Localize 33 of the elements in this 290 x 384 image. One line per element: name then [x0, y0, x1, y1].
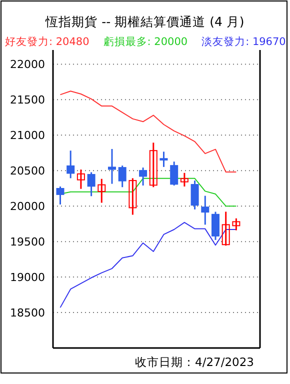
candlestick: [98, 178, 106, 204]
y-tick-label: 20500: [10, 164, 45, 178]
candlestick: [170, 160, 178, 186]
line-series: [60, 222, 237, 308]
candlestick: [56, 186, 64, 206]
y-tick-label: 22000: [10, 58, 45, 72]
y-tick-label: 19500: [10, 236, 45, 249]
candlestick: [139, 166, 148, 186]
candlestick: [118, 164, 126, 188]
candlestick: [211, 211, 220, 241]
line-series: [60, 90, 237, 173]
candlestick: [232, 218, 240, 232]
text: 收市日期：4/27/2023: [135, 355, 254, 369]
candlestick: [128, 177, 137, 216]
candlestick: [222, 210, 230, 246]
chart-title: 恆指期貨 -- 期權結算價通道 (4 月): [44, 14, 244, 29]
candlestick: [87, 172, 96, 197]
y-tick-label: 20000: [10, 200, 45, 214]
y-tick-label: 21000: [10, 129, 45, 142]
y-tick-label: 21500: [10, 94, 45, 107]
candlestick: [149, 142, 158, 188]
candlestick: [180, 172, 188, 188]
text: 淡友發力: 19670: [202, 35, 286, 48]
candlestick: [201, 195, 210, 226]
text: 虧損最多: 20000: [103, 35, 188, 48]
candlestick: [190, 180, 199, 210]
text: 好友發力: 20480: [5, 35, 90, 48]
candlestick: [66, 150, 75, 179]
candlestick: [160, 150, 168, 168]
candlestick: [108, 148, 116, 185]
y-tick-label: 19000: [10, 271, 45, 284]
y-tick-label: 18500: [10, 306, 45, 320]
candlestick: [76, 168, 85, 190]
